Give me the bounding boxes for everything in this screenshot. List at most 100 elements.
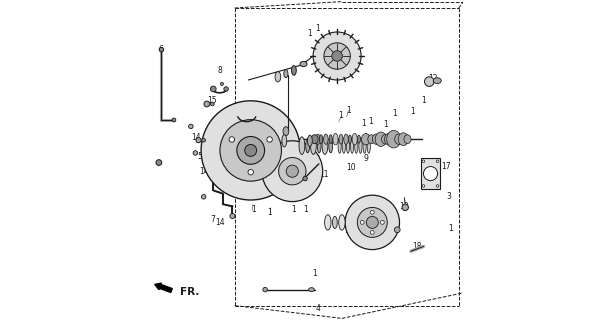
Text: 14: 14 bbox=[191, 133, 201, 142]
Ellipse shape bbox=[282, 135, 287, 147]
Circle shape bbox=[436, 185, 439, 187]
Text: 1: 1 bbox=[383, 120, 387, 129]
Ellipse shape bbox=[316, 134, 320, 144]
Ellipse shape bbox=[433, 78, 441, 84]
Ellipse shape bbox=[329, 135, 332, 144]
Text: 13: 13 bbox=[399, 202, 409, 211]
Ellipse shape bbox=[384, 133, 394, 145]
FancyArrow shape bbox=[155, 283, 172, 292]
Ellipse shape bbox=[344, 134, 348, 144]
Text: 1: 1 bbox=[410, 108, 415, 116]
Text: 14: 14 bbox=[215, 218, 225, 227]
Circle shape bbox=[366, 216, 378, 228]
Text: 1: 1 bbox=[368, 117, 373, 126]
Text: 5: 5 bbox=[197, 152, 202, 161]
Circle shape bbox=[159, 47, 164, 52]
Circle shape bbox=[211, 86, 216, 92]
Text: 1: 1 bbox=[421, 96, 426, 105]
Text: 16: 16 bbox=[387, 213, 396, 222]
Text: 14: 14 bbox=[200, 167, 209, 176]
Ellipse shape bbox=[354, 138, 358, 153]
Circle shape bbox=[220, 120, 282, 181]
Ellipse shape bbox=[352, 133, 358, 145]
Circle shape bbox=[263, 287, 267, 292]
Ellipse shape bbox=[325, 215, 331, 230]
Ellipse shape bbox=[347, 138, 350, 153]
Circle shape bbox=[245, 144, 257, 156]
Circle shape bbox=[262, 141, 323, 202]
Ellipse shape bbox=[367, 138, 370, 153]
Ellipse shape bbox=[338, 138, 341, 153]
Circle shape bbox=[248, 170, 254, 175]
Ellipse shape bbox=[339, 215, 345, 230]
Ellipse shape bbox=[359, 138, 362, 153]
Text: 3: 3 bbox=[447, 192, 452, 201]
Ellipse shape bbox=[333, 216, 337, 228]
Ellipse shape bbox=[311, 135, 318, 144]
Ellipse shape bbox=[375, 132, 387, 146]
Ellipse shape bbox=[317, 138, 321, 153]
Text: 9: 9 bbox=[364, 154, 368, 163]
Circle shape bbox=[324, 43, 350, 69]
Circle shape bbox=[202, 138, 206, 142]
Ellipse shape bbox=[395, 134, 403, 144]
Ellipse shape bbox=[308, 135, 312, 147]
Circle shape bbox=[313, 32, 361, 80]
Ellipse shape bbox=[308, 288, 314, 292]
Ellipse shape bbox=[291, 66, 296, 75]
Circle shape bbox=[370, 211, 374, 214]
Ellipse shape bbox=[333, 133, 338, 145]
Circle shape bbox=[303, 176, 307, 181]
Circle shape bbox=[156, 160, 161, 165]
Ellipse shape bbox=[368, 135, 375, 144]
Text: 1: 1 bbox=[359, 236, 364, 244]
Circle shape bbox=[229, 137, 234, 142]
Circle shape bbox=[189, 124, 193, 129]
Circle shape bbox=[422, 160, 425, 163]
Text: 6: 6 bbox=[158, 45, 163, 54]
Circle shape bbox=[370, 230, 374, 234]
Text: 1: 1 bbox=[251, 205, 256, 214]
Ellipse shape bbox=[329, 138, 333, 153]
Ellipse shape bbox=[319, 135, 323, 144]
Text: 18: 18 bbox=[412, 242, 422, 251]
Circle shape bbox=[332, 51, 342, 61]
Ellipse shape bbox=[306, 138, 310, 153]
Circle shape bbox=[211, 102, 214, 106]
Circle shape bbox=[193, 151, 198, 155]
Circle shape bbox=[196, 138, 201, 143]
Ellipse shape bbox=[284, 69, 288, 77]
Circle shape bbox=[204, 101, 210, 107]
Text: 1: 1 bbox=[449, 224, 453, 233]
Text: 1: 1 bbox=[308, 29, 312, 38]
Circle shape bbox=[202, 195, 206, 199]
Circle shape bbox=[358, 207, 387, 237]
Text: 7: 7 bbox=[210, 215, 215, 224]
Ellipse shape bbox=[339, 134, 343, 144]
Ellipse shape bbox=[299, 137, 305, 155]
Ellipse shape bbox=[348, 135, 351, 143]
Circle shape bbox=[361, 220, 364, 224]
Circle shape bbox=[345, 195, 399, 250]
Ellipse shape bbox=[350, 138, 354, 153]
Text: 2: 2 bbox=[394, 224, 399, 233]
Text: 1: 1 bbox=[351, 231, 356, 240]
Ellipse shape bbox=[372, 134, 381, 144]
Text: 17: 17 bbox=[441, 162, 451, 171]
Text: 4: 4 bbox=[316, 304, 320, 313]
Circle shape bbox=[424, 77, 434, 86]
Ellipse shape bbox=[322, 137, 328, 155]
Circle shape bbox=[224, 87, 228, 91]
Ellipse shape bbox=[358, 135, 361, 143]
Ellipse shape bbox=[300, 61, 307, 67]
Text: 1: 1 bbox=[313, 269, 317, 278]
Text: 1: 1 bbox=[361, 119, 366, 128]
Ellipse shape bbox=[342, 138, 345, 153]
Text: 12: 12 bbox=[429, 74, 438, 83]
Ellipse shape bbox=[404, 135, 411, 144]
Ellipse shape bbox=[363, 138, 366, 153]
Circle shape bbox=[436, 160, 439, 163]
Text: 1: 1 bbox=[303, 205, 308, 214]
Bar bbox=[421, 158, 440, 189]
Text: FR.: FR. bbox=[180, 287, 199, 297]
